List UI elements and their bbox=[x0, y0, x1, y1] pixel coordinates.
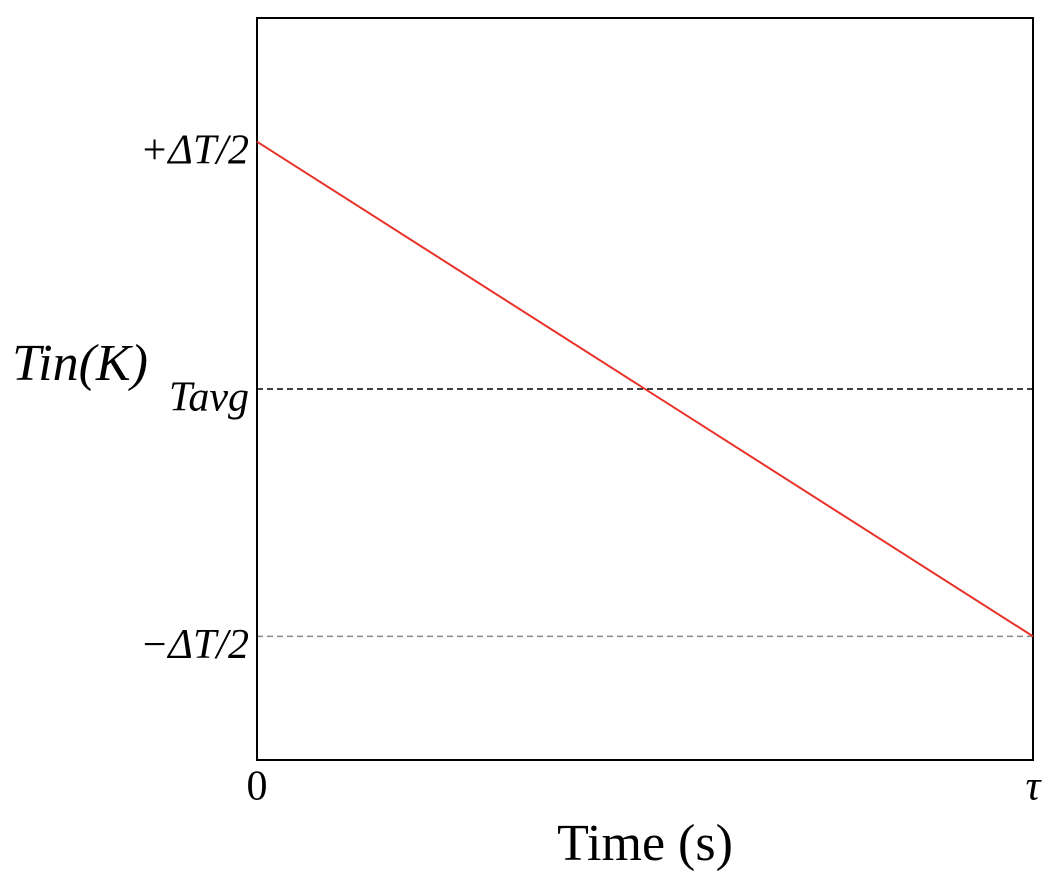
x-tick-label: 0 bbox=[247, 764, 268, 810]
x-axis-label: Time (s) bbox=[557, 815, 733, 872]
data-line bbox=[256, 140, 1034, 638]
y-tick-label: +ΔT/2 bbox=[140, 127, 249, 173]
plot-frame bbox=[256, 17, 1034, 761]
x-tick-label: τ bbox=[1025, 764, 1042, 810]
y-axis-label: Tin(K) bbox=[12, 335, 148, 392]
y-tick-label: Tavg bbox=[169, 375, 249, 421]
y-tick-label: −ΔT/2 bbox=[140, 622, 249, 668]
